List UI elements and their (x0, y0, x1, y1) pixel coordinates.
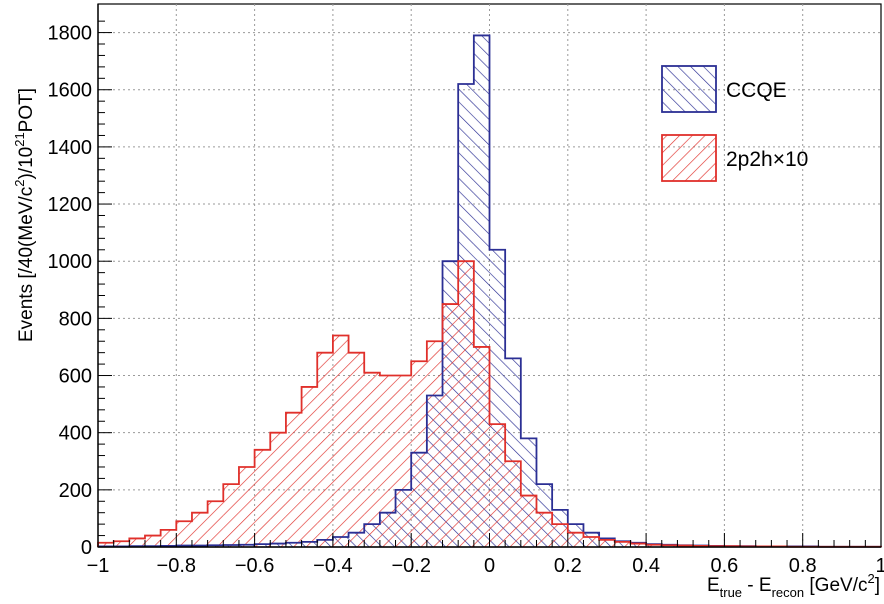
x-tick-label: 0.2 (554, 555, 582, 577)
axes: −1 −0.8 −0.6 −0.4 −0.2 0 0.2 0.4 0.6 0.8 1 0 200 400 6… (48, 4, 884, 577)
x-tick-label: −0.4 (313, 555, 352, 577)
y-tick-label: 200 (59, 480, 92, 502)
bar (176, 521, 192, 547)
bar (426, 341, 443, 547)
y-tick-label: 400 (59, 423, 92, 445)
legend: CCQE 2p2h×10 (661, 65, 808, 182)
y-tick-label: 1400 (48, 137, 93, 159)
bar (332, 335, 349, 547)
x-tick-label: −0.6 (235, 555, 274, 577)
bar (536, 512, 553, 547)
series-2p2h (98, 261, 881, 547)
bar (191, 512, 208, 547)
series-2p2h-outline (97, 260, 882, 548)
bar (395, 375, 412, 547)
y-tick-label: 1200 (48, 194, 93, 216)
bar (223, 484, 239, 547)
bar (348, 352, 365, 547)
bar (583, 536, 600, 547)
legend-label-2p2h: 2p2h×10 (726, 148, 808, 171)
bar (411, 361, 427, 547)
bar (567, 532, 584, 547)
x-tick-label: 0 (484, 555, 495, 577)
y-tick-label: 1000 (48, 251, 93, 273)
y-tick-label: 0 (81, 537, 92, 559)
bar (254, 449, 271, 547)
bar (614, 541, 631, 547)
y-tick-label: 600 (59, 366, 92, 388)
bar (630, 543, 647, 547)
x-tick-label: −0.8 (157, 555, 196, 577)
bar (270, 432, 286, 547)
bar (599, 539, 615, 547)
bar (520, 495, 537, 547)
x-axis-label: Etrue - Erecon [GeV/c2] (707, 571, 880, 600)
bar (301, 386, 318, 547)
x-tick-label: 0.4 (632, 555, 660, 577)
bar (207, 501, 224, 547)
y-tick-label: 800 (59, 308, 92, 330)
bar (379, 375, 396, 547)
legend-swatch-2p2h (661, 134, 717, 182)
bar (113, 541, 130, 547)
legend-swatch-ccqe (661, 65, 717, 113)
bar (473, 346, 490, 547)
y-tick-label: 1600 (48, 80, 93, 102)
bar (505, 461, 521, 547)
x-tick-label: 1 (875, 555, 884, 577)
x-tick-label: 0.6 (710, 555, 738, 577)
bar (160, 529, 177, 547)
bar (364, 372, 380, 547)
bar (458, 261, 474, 547)
x-tick-label: 0.8 (789, 555, 817, 577)
bar (442, 304, 459, 547)
bar (144, 535, 161, 547)
bar (646, 544, 662, 547)
bar (285, 412, 302, 547)
bar (129, 538, 145, 547)
bar (552, 524, 568, 547)
legend-label-ccqe: CCQE (726, 79, 787, 102)
y-axis-label: Events [/40(MeV/c2)/1021POT] (12, 88, 37, 342)
y-tick-label: 1800 (48, 23, 93, 45)
bar (98, 542, 114, 547)
x-tick-label: −1 (87, 555, 110, 577)
bar (238, 466, 255, 547)
bar (317, 352, 333, 547)
x-tick-label: −0.2 (391, 555, 430, 577)
bar (489, 424, 506, 547)
